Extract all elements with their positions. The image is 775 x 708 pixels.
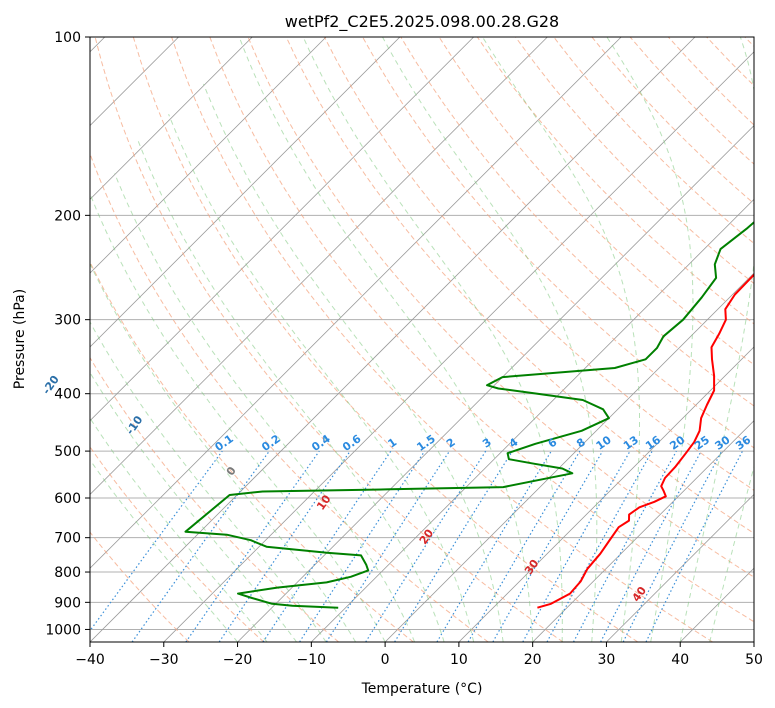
y-tick-label: 200 (54, 208, 81, 224)
y-tick-label: 700 (54, 531, 81, 547)
dry-adiabat-line (90, 356, 339, 642)
x-tick-label: 30 (598, 652, 616, 668)
mixing-ratio-line (645, 450, 744, 642)
x-tick-label: −10 (297, 652, 327, 668)
chart-title: wetPf2_C2E5.2025.098.00.28.G28 (285, 12, 559, 32)
mixing-ratio-line (262, 450, 392, 642)
moist-adiabat-line (90, 459, 238, 642)
isotherm-line (237, 125, 754, 642)
plot-frame (89, 36, 755, 643)
isotherm-line (90, 37, 401, 348)
y-axis-label: Pressure (hPa) (12, 289, 28, 389)
y-tick-label: 900 (54, 595, 81, 611)
mixing-ratio-line (546, 450, 653, 642)
axis-ticks: −40 −30 −20 −10 0 10 20 30 40 50 100 200 300 400 500 60… (45, 30, 763, 668)
y-tick-label: 600 (54, 491, 81, 507)
isotherm-line (163, 51, 754, 642)
y-tick-label: 1000 (45, 622, 81, 638)
dry-adiabat-line (90, 446, 265, 642)
moist-adiabat-line (90, 417, 268, 642)
isotherm-line (384, 272, 754, 642)
dry-adiabat-line (438, 37, 754, 366)
moist-adiabat-line (114, 173, 416, 642)
isotherm-line (90, 37, 474, 422)
moist-adiabat-line (606, 37, 694, 642)
x-tick-label: 50 (745, 652, 763, 668)
isotherm-line (753, 641, 754, 642)
plot-background (90, 37, 754, 642)
moist-adiabat-line (137, 141, 445, 642)
dry-adiabat-line (515, 37, 754, 285)
moist-adiabat-line (382, 37, 598, 642)
mixing-ratio-line (218, 450, 351, 642)
dry-adiabat-line (94, 37, 564, 642)
dry-adiabat-line (323, 37, 754, 491)
sounding-series (184, 221, 754, 609)
dry-adiabat-line (90, 260, 414, 642)
moist-adiabat-line (302, 37, 563, 642)
mixing-ratio-line (522, 450, 631, 642)
mixing-ratio-line (325, 450, 450, 642)
dry-adiabat-line (90, 152, 489, 642)
moist-adiabat-line (90, 371, 297, 642)
y-tick-label: 800 (54, 565, 81, 581)
mixing-ratio-line (394, 450, 513, 642)
dewpoint-trace (184, 221, 754, 609)
x-tick-label: −40 (75, 652, 105, 668)
isotherm-line (90, 37, 327, 274)
x-axis-label: Temperature (°C) (361, 681, 483, 697)
dry-adiabat-line (285, 37, 754, 535)
x-tick-label: −20 (223, 652, 253, 668)
isotherm-line (606, 493, 754, 642)
mixing-ratio-line (299, 450, 426, 642)
isotherm-line (532, 420, 754, 642)
moist-adiabat-line (168, 114, 475, 642)
moist-adiabat-line (90, 262, 357, 642)
dry-adiabat-line (209, 37, 754, 623)
x-tick-label: −30 (149, 652, 179, 668)
isotherm-line (458, 346, 754, 642)
x-tick-label: 10 (450, 652, 468, 668)
dry-adiabat-line (90, 531, 190, 642)
isotherm-line (90, 37, 548, 495)
dry-adiabat-line (362, 37, 754, 449)
mixing-ratio-line (131, 450, 270, 642)
moist-adiabat-line (203, 83, 504, 642)
moist-adiabat-line (90, 195, 386, 642)
plot-area (90, 37, 754, 642)
dry-adiabat-line (132, 37, 639, 642)
grid-lines (90, 37, 754, 642)
moist-adiabat-line (482, 37, 640, 642)
y-tick-label: 400 (54, 387, 81, 403)
isotherm-line (90, 37, 253, 200)
temperature-trace (537, 273, 754, 609)
x-tick-label: 40 (671, 652, 689, 668)
isotherm-line (90, 37, 622, 569)
y-tick-label: 300 (54, 313, 81, 329)
mixing-ratio-line (185, 450, 320, 642)
y-tick-label: 500 (54, 444, 81, 460)
y-tick-label: 100 (54, 30, 81, 46)
isotherm-line (90, 37, 696, 642)
mixing-ratio-line (90, 450, 223, 632)
x-tick-label: 0 (381, 652, 390, 668)
mixing-ratio-line (572, 450, 677, 642)
x-tick-label: 20 (524, 652, 542, 668)
